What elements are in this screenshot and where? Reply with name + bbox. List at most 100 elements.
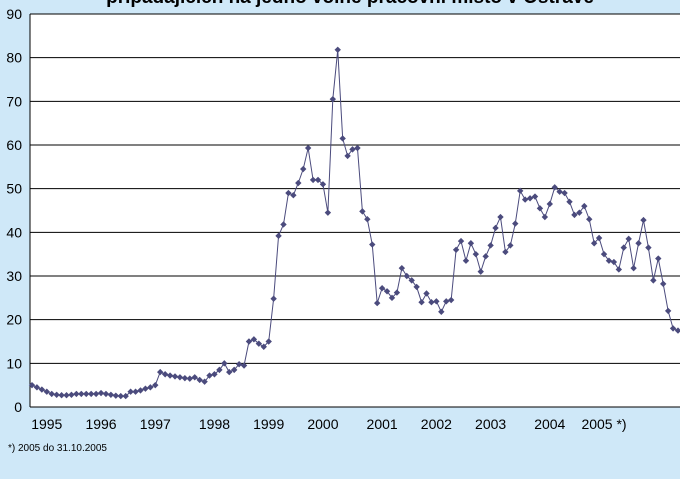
data-marker xyxy=(620,244,627,251)
data-marker xyxy=(92,390,100,398)
data-marker xyxy=(650,277,657,284)
data-marker xyxy=(142,385,149,392)
data-marker xyxy=(78,390,85,398)
data-marker xyxy=(245,338,253,345)
data-marker xyxy=(226,368,233,376)
y-tick-label: 50 xyxy=(6,181,22,197)
y-tick-label: 10 xyxy=(6,355,22,371)
data-marker xyxy=(428,299,435,306)
data-marker xyxy=(586,216,593,223)
data-marker xyxy=(309,176,317,184)
data-marker xyxy=(38,386,46,393)
data-marker xyxy=(235,361,243,368)
data-marker xyxy=(181,374,189,382)
data-marker xyxy=(43,388,50,395)
chart-title: připadajících na jedno volné pracovní mí… xyxy=(106,0,594,8)
data-marker xyxy=(526,195,534,202)
data-marker xyxy=(230,366,238,374)
y-tick-label: 70 xyxy=(6,93,22,109)
data-marker xyxy=(383,288,391,295)
data-marker xyxy=(97,389,105,397)
x-tick-label: 1995 xyxy=(31,416,62,432)
data-marker xyxy=(280,221,287,228)
data-marker xyxy=(147,384,154,391)
data-marker xyxy=(408,277,415,284)
data-marker xyxy=(393,289,401,296)
data-marker xyxy=(359,208,366,215)
y-tick-label: 40 xyxy=(6,224,22,240)
data-marker xyxy=(551,184,558,191)
data-marker xyxy=(556,188,563,195)
data-marker xyxy=(334,46,341,54)
data-marker xyxy=(640,216,647,224)
data-marker xyxy=(512,220,519,227)
data-marker xyxy=(221,360,228,367)
data-marker xyxy=(87,390,95,398)
y-tick-label: 60 xyxy=(6,137,22,153)
x-tick-label: 1998 xyxy=(199,416,230,432)
data-marker xyxy=(314,176,322,184)
data-marker xyxy=(137,387,144,394)
data-marker xyxy=(472,250,480,258)
data-marker xyxy=(255,340,263,347)
data-marker xyxy=(329,95,337,103)
data-marker xyxy=(369,241,376,248)
data-marker xyxy=(196,376,203,384)
data-marker xyxy=(610,258,618,266)
data-marker xyxy=(58,392,65,399)
data-marker xyxy=(260,343,267,350)
y-tick-label: 0 xyxy=(14,399,22,415)
x-tick-label: 2000 xyxy=(307,416,338,432)
data-marker xyxy=(319,181,327,188)
data-marker xyxy=(152,381,159,389)
data-marker xyxy=(216,366,223,374)
data-marker xyxy=(161,371,169,378)
data-marker xyxy=(344,152,351,160)
y-tick-label: 20 xyxy=(6,312,22,328)
data-marker xyxy=(33,384,41,391)
x-tick-label: 2003 xyxy=(475,416,506,432)
data-marker xyxy=(132,388,139,395)
data-marker xyxy=(492,224,499,232)
data-marker xyxy=(561,189,568,197)
data-marker xyxy=(571,211,578,219)
data-marker xyxy=(477,268,484,275)
data-marker xyxy=(674,327,680,334)
data-marker xyxy=(166,372,174,379)
data-marker xyxy=(122,392,129,400)
data-marker xyxy=(28,381,36,389)
data-marker xyxy=(211,371,218,378)
data-marker xyxy=(418,299,425,306)
data-marker xyxy=(630,264,637,272)
data-marker xyxy=(378,285,386,292)
data-marker xyxy=(576,209,583,216)
data-marker xyxy=(566,198,573,205)
data-marker xyxy=(462,257,470,264)
data-marker xyxy=(364,216,371,223)
data-marker xyxy=(600,250,608,258)
data-marker xyxy=(625,235,632,243)
data-marker xyxy=(117,392,124,400)
data-marker xyxy=(270,295,277,302)
x-tick-label: 1996 xyxy=(85,416,116,432)
data-marker xyxy=(581,202,588,210)
data-marker xyxy=(388,294,396,302)
data-marker xyxy=(191,374,198,381)
y-tick-label: 90 xyxy=(6,6,22,22)
x-tick-label: 1999 xyxy=(253,416,284,432)
data-marker xyxy=(423,290,430,297)
y-tick-label: 80 xyxy=(6,50,22,66)
data-marker xyxy=(590,240,598,247)
data-marker xyxy=(83,390,90,398)
data-marker xyxy=(240,362,248,369)
data-marker xyxy=(339,135,346,142)
data-marker xyxy=(324,209,332,216)
data-marker xyxy=(68,391,75,398)
data-marker xyxy=(443,298,450,305)
data-marker xyxy=(112,392,120,399)
x-tick-label: 2004 xyxy=(534,416,565,432)
y-tick-label: 30 xyxy=(6,268,22,284)
data-marker xyxy=(536,205,544,212)
data-marker xyxy=(447,296,455,304)
data-marker xyxy=(201,378,208,385)
